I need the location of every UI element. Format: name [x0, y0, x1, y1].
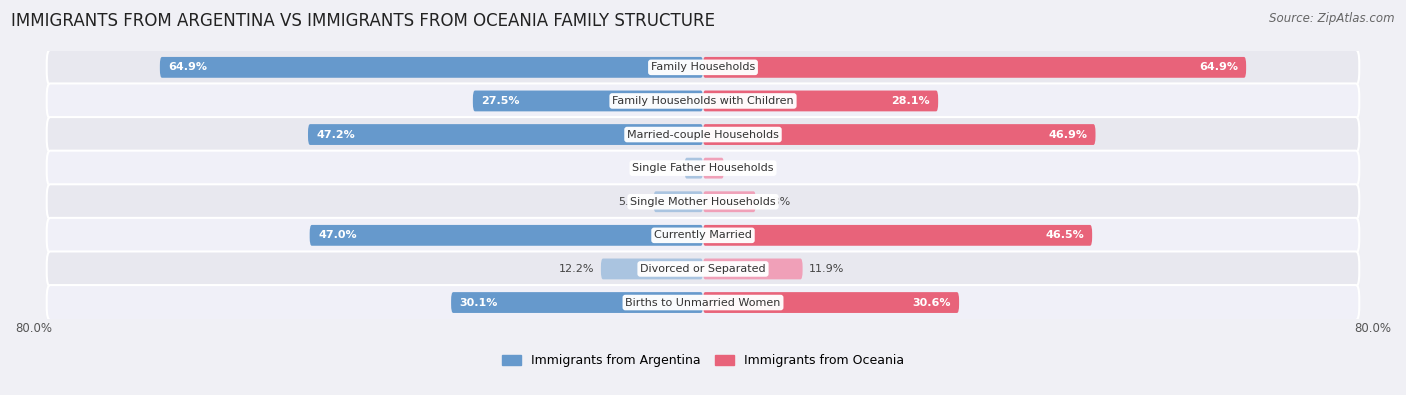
Text: 2.2%: 2.2% [650, 163, 678, 173]
FancyBboxPatch shape [309, 225, 703, 246]
FancyBboxPatch shape [703, 57, 1246, 78]
FancyBboxPatch shape [46, 252, 1360, 286]
FancyBboxPatch shape [703, 191, 755, 212]
Text: 11.9%: 11.9% [810, 264, 845, 274]
Text: 12.2%: 12.2% [558, 264, 595, 274]
Text: IMMIGRANTS FROM ARGENTINA VS IMMIGRANTS FROM OCEANIA FAMILY STRUCTURE: IMMIGRANTS FROM ARGENTINA VS IMMIGRANTS … [11, 12, 716, 30]
Text: 2.5%: 2.5% [731, 163, 759, 173]
Text: 30.1%: 30.1% [460, 297, 498, 308]
FancyBboxPatch shape [703, 292, 959, 313]
FancyBboxPatch shape [46, 184, 1360, 219]
FancyBboxPatch shape [472, 90, 703, 111]
Text: 47.2%: 47.2% [316, 130, 356, 139]
Text: 46.9%: 46.9% [1047, 130, 1087, 139]
FancyBboxPatch shape [46, 117, 1360, 152]
FancyBboxPatch shape [46, 83, 1360, 118]
FancyBboxPatch shape [703, 225, 1092, 246]
Text: Family Households with Children: Family Households with Children [612, 96, 794, 106]
FancyBboxPatch shape [703, 258, 803, 279]
FancyBboxPatch shape [685, 158, 703, 179]
Legend: Immigrants from Argentina, Immigrants from Oceania: Immigrants from Argentina, Immigrants fr… [496, 349, 910, 372]
Text: Births to Unmarried Women: Births to Unmarried Women [626, 297, 780, 308]
FancyBboxPatch shape [308, 124, 703, 145]
Text: Single Mother Households: Single Mother Households [630, 197, 776, 207]
Text: Single Father Households: Single Father Households [633, 163, 773, 173]
FancyBboxPatch shape [703, 90, 938, 111]
Text: 47.0%: 47.0% [318, 230, 357, 240]
Text: Source: ZipAtlas.com: Source: ZipAtlas.com [1270, 12, 1395, 25]
Text: 6.3%: 6.3% [762, 197, 790, 207]
Text: Family Households: Family Households [651, 62, 755, 72]
FancyBboxPatch shape [654, 191, 703, 212]
FancyBboxPatch shape [46, 50, 1360, 85]
FancyBboxPatch shape [160, 57, 703, 78]
Text: 46.5%: 46.5% [1045, 230, 1084, 240]
Text: Currently Married: Currently Married [654, 230, 752, 240]
Text: 5.9%: 5.9% [619, 197, 647, 207]
Text: Married-couple Households: Married-couple Households [627, 130, 779, 139]
Text: 28.1%: 28.1% [891, 96, 929, 106]
Text: 64.9%: 64.9% [169, 62, 207, 72]
FancyBboxPatch shape [46, 218, 1360, 253]
Text: 30.6%: 30.6% [912, 297, 950, 308]
Text: 64.9%: 64.9% [1199, 62, 1237, 72]
FancyBboxPatch shape [703, 158, 724, 179]
FancyBboxPatch shape [46, 285, 1360, 320]
Text: Divorced or Separated: Divorced or Separated [640, 264, 766, 274]
FancyBboxPatch shape [703, 124, 1095, 145]
FancyBboxPatch shape [600, 258, 703, 279]
Text: 27.5%: 27.5% [481, 96, 520, 106]
FancyBboxPatch shape [451, 292, 703, 313]
FancyBboxPatch shape [46, 150, 1360, 186]
